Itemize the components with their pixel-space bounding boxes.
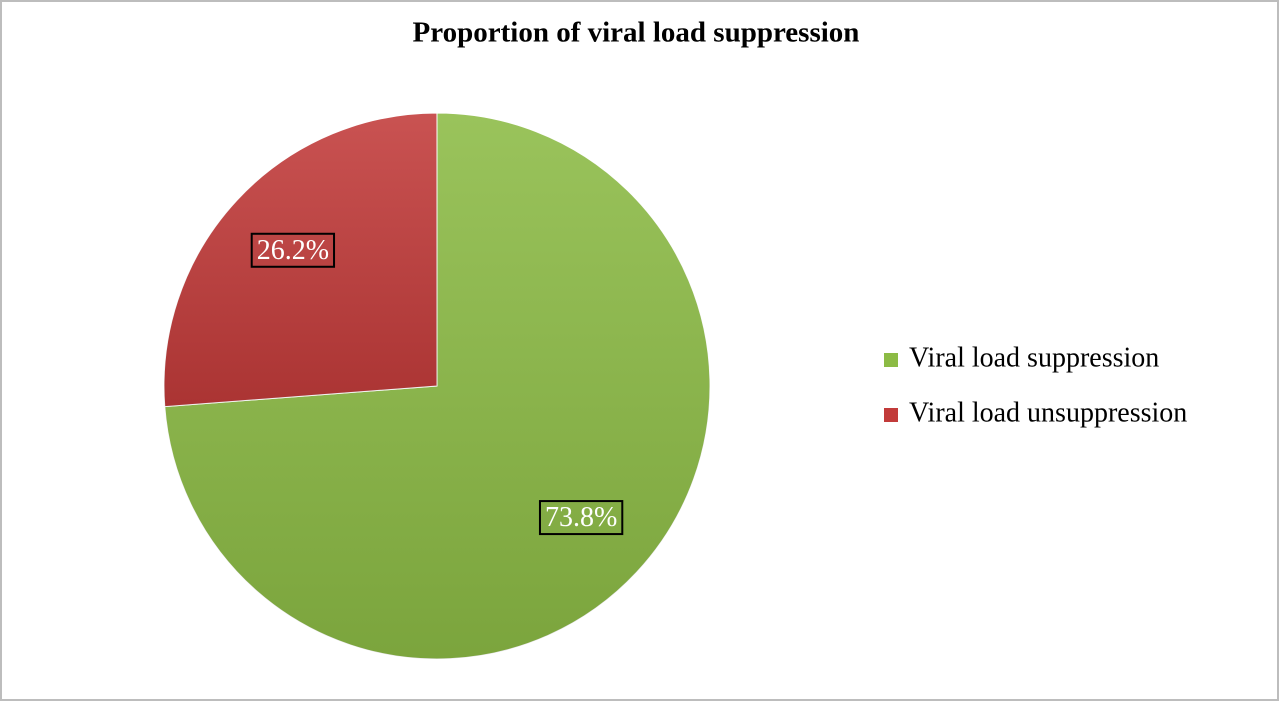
legend-label: Viral load suppression bbox=[909, 342, 1159, 373]
slice-shading bbox=[164, 113, 437, 407]
legend-swatch bbox=[884, 408, 898, 422]
legend-label: Viral load unsuppression bbox=[909, 397, 1187, 428]
data-label-box bbox=[538, 500, 624, 536]
data-label: 73.8% bbox=[545, 502, 617, 533]
legend: Viral load suppression Viral load unsuppr… bbox=[884, 342, 1187, 428]
data-labels: 73.8% 26.2% bbox=[250, 232, 624, 536]
legend-swatch bbox=[884, 353, 898, 367]
data-label-box bbox=[250, 232, 336, 268]
chart-title: Proportion of viral load suppression bbox=[413, 17, 860, 49]
data-label: 26.2% bbox=[257, 235, 329, 266]
pie bbox=[163, 112, 711, 660]
